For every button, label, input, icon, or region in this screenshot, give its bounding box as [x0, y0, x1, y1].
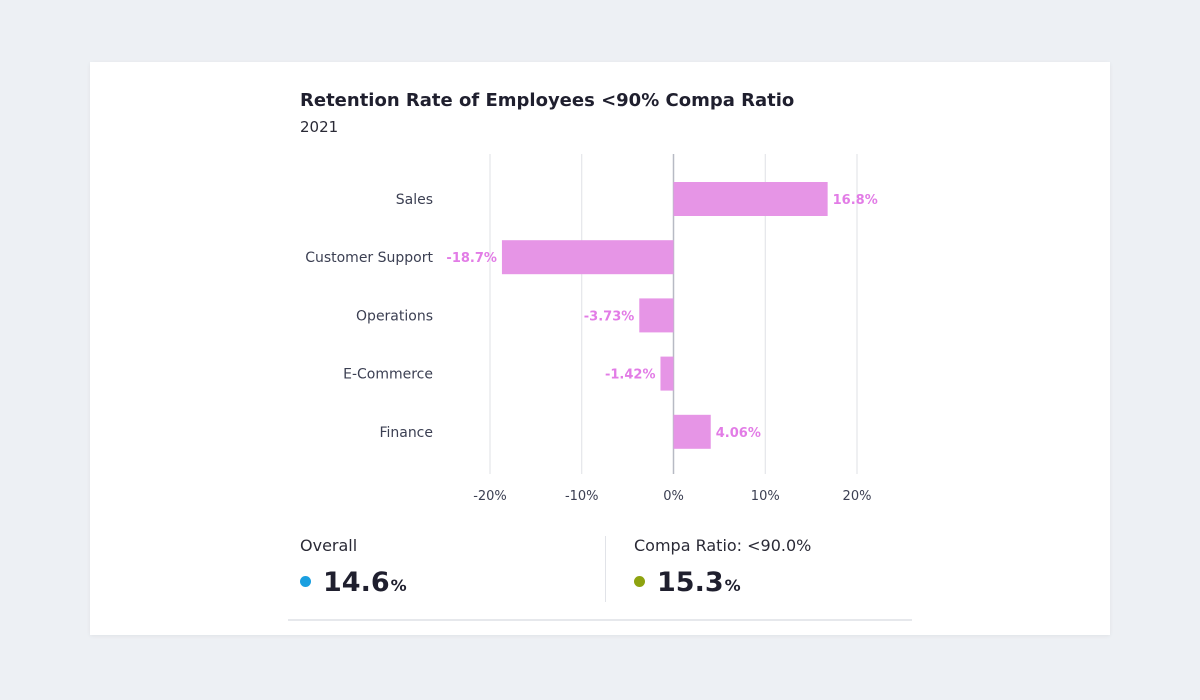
- chart-subtitle: 2021: [300, 118, 339, 136]
- x-tick-label: -20%: [473, 489, 507, 504]
- data-label: -18.7%: [446, 251, 497, 266]
- category-label: Operations: [356, 308, 433, 324]
- overall-unit: %: [390, 576, 407, 595]
- overall-value: 14.6: [323, 567, 390, 598]
- bar: [639, 298, 674, 333]
- overall-label: Overall: [300, 536, 358, 555]
- data-label: 16.8%: [833, 193, 878, 208]
- x-tick-label: -10%: [565, 489, 599, 504]
- overall-dot-icon: [300, 576, 311, 587]
- compa-value: 15.3: [657, 567, 724, 598]
- bar: [501, 240, 674, 275]
- compa-unit: %: [724, 576, 741, 595]
- footer-divider: [288, 619, 912, 621]
- x-tick-label: 10%: [751, 489, 780, 504]
- category-label: Customer Support: [305, 250, 433, 266]
- category-label: Sales: [396, 192, 433, 208]
- data-label: -1.42%: [605, 368, 656, 383]
- compa-label: Compa Ratio: <90.0%: [634, 536, 812, 555]
- x-tick-label: 0%: [663, 489, 684, 504]
- data-label: -3.73%: [584, 309, 635, 324]
- bar: [673, 182, 828, 216]
- compa-dot-icon: [634, 576, 645, 587]
- overall-stat: Overall 14.6 %: [300, 536, 407, 598]
- bar-chart: -20% -10% 0% 10% 20% Sales 16.8% Customer Suppo…: [305, 154, 878, 504]
- chart-title: Retention Rate of Employees <90% Compa R…: [300, 90, 795, 111]
- category-label: E-Commerce: [343, 367, 433, 383]
- category-label: Finance: [379, 425, 433, 441]
- chart-card: Retention Rate of Employees <90% Compa R…: [90, 62, 1110, 635]
- compa-stat: Compa Ratio: <90.0% 15.3 %: [634, 536, 811, 598]
- bar: [673, 414, 711, 449]
- data-label: 4.06%: [716, 426, 761, 441]
- stats-divider: [605, 536, 606, 602]
- bar: [660, 356, 674, 391]
- x-tick-label: 20%: [843, 489, 872, 504]
